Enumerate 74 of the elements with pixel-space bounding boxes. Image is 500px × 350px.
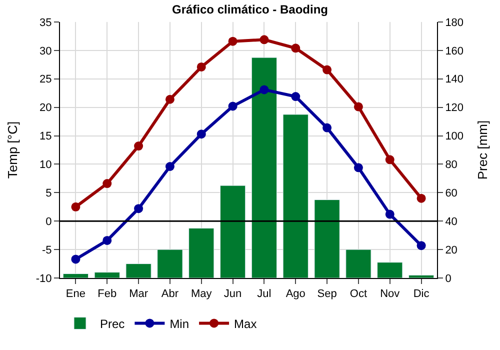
y-tick-label: -5 [42,244,52,256]
bar [314,200,340,278]
bar [282,114,308,278]
bar [408,274,434,278]
point [102,236,112,245]
x-tick-label: Nov [380,288,400,300]
point [71,254,80,264]
point [228,36,238,46]
y-tick-label: 30 [40,45,52,58]
legend-label: Prec [100,316,125,331]
legend-label: Min [170,316,190,331]
y2-tick-label: 0 [445,272,452,285]
y2-tick-label: 40 [445,216,458,228]
point [385,210,394,219]
point [416,194,426,203]
bar [188,228,214,278]
x-tick-label: Jul [257,288,272,300]
x-tick-label: Feb [98,288,117,300]
x-tick-label: Ene [66,288,86,300]
legend-label: Max [234,316,257,331]
bar [62,273,89,278]
point [196,62,206,72]
bar [94,272,120,278]
point [322,65,332,74]
y2-tick-label: 160 [445,45,464,58]
y2-tick-label: 20 [445,244,458,256]
point [354,102,363,112]
bar [346,249,372,278]
x-tick-label: Mar [129,288,148,300]
y-tick-label: 15 [40,130,52,143]
y-axis-title: Temp [°C] [4,121,20,179]
y2-tick-label: 140 [445,74,464,86]
y2-tick-label: 80 [445,159,458,172]
y-tick-label: 5 [46,188,52,200]
chart-title: Gráfico climático - Baoding [172,2,328,17]
point [322,123,332,132]
x-tick-label: Sep [317,288,337,300]
point [228,102,238,111]
y-tick-label: 35 [40,16,52,29]
x-tick-label: Abr [161,288,179,300]
point [134,204,144,214]
point [165,94,174,104]
bar [126,264,152,278]
bar [220,185,246,278]
bar [157,249,183,278]
y-tick-label: 25 [40,74,52,86]
point [385,155,394,164]
point [291,44,300,53]
y2-tick-label: 60 [445,188,458,200]
bar [251,57,278,278]
point [416,241,426,250]
x-tick-label: Oct [350,288,368,300]
y2-tick-label: 120 [445,102,464,114]
y-tick-label: 0 [46,216,52,228]
y2-tick-label: 100 [445,130,464,143]
point [71,202,80,212]
point [291,92,300,102]
point [260,35,269,44]
y-tick-label: 10 [40,159,52,172]
bar [377,262,403,278]
y-tick-label: 20 [40,102,52,114]
x-tick-label: Dic [413,288,430,300]
point [102,179,112,188]
y2-axis-title: Prec [mm] [475,120,490,180]
y-tick-label: -10 [36,272,52,285]
point [354,163,363,172]
x-tick-label: Ago [286,288,306,300]
x-tick-label: May [190,288,212,300]
point [196,130,206,139]
x-tick-label: Jun [224,288,242,300]
point [260,85,269,94]
point [165,162,174,171]
point [134,142,144,151]
y2-tick-label: 180 [445,16,464,29]
